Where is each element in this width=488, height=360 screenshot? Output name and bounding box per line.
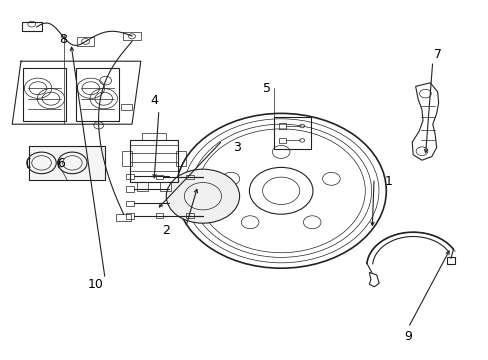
Bar <box>122 151 132 166</box>
Bar <box>278 123 285 129</box>
Bar <box>116 214 131 221</box>
Bar <box>155 213 163 218</box>
Bar <box>160 182 171 191</box>
Text: 8: 8 <box>60 33 67 46</box>
Circle shape <box>166 169 239 223</box>
Bar <box>123 32 141 40</box>
Bar <box>185 213 193 218</box>
Bar <box>76 68 119 121</box>
Bar <box>176 151 185 166</box>
Text: 6: 6 <box>57 157 65 170</box>
Bar <box>125 201 134 206</box>
Bar <box>273 117 310 149</box>
Text: 4: 4 <box>150 94 158 107</box>
Text: 9: 9 <box>404 330 411 343</box>
Bar <box>121 104 132 110</box>
Bar <box>125 186 134 192</box>
Bar <box>29 146 105 180</box>
Text: 2: 2 <box>162 224 170 237</box>
Text: 10: 10 <box>87 278 103 291</box>
Bar <box>23 68 66 121</box>
Bar <box>125 213 134 219</box>
Text: 1: 1 <box>384 175 392 188</box>
Bar <box>125 174 134 179</box>
Text: 3: 3 <box>233 141 241 154</box>
Bar <box>155 175 163 179</box>
Bar <box>129 140 178 182</box>
Bar <box>137 182 147 191</box>
Bar <box>77 37 94 46</box>
Bar <box>278 138 285 143</box>
Bar <box>142 133 166 140</box>
Bar <box>446 257 454 264</box>
Bar <box>22 22 41 31</box>
Bar <box>185 175 193 179</box>
Text: 5: 5 <box>262 82 270 95</box>
Text: 7: 7 <box>433 48 441 60</box>
